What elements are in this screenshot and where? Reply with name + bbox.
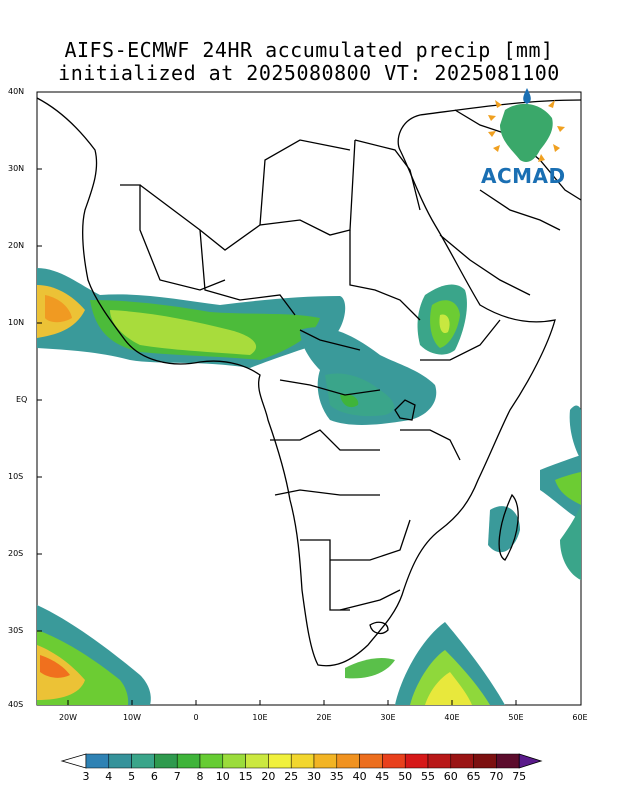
colorbar-swatch (473, 753, 497, 769)
colorbar-tick-label: 60 (443, 770, 458, 783)
colorbar-tick-label: 15 (238, 770, 253, 783)
colorbar-tick-label: 30 (307, 770, 321, 783)
acmad-logo (488, 88, 565, 162)
colorbar-tick-label: 4 (105, 770, 113, 783)
lon-label: 50E (508, 713, 524, 722)
lon-label: 30E (380, 713, 396, 722)
sun-rays-icon (488, 100, 565, 162)
colorbar-swatch (199, 753, 224, 769)
colorbar-tick-label: 70 (489, 770, 504, 783)
colorbar-tick-label: 35 (329, 770, 344, 783)
lon-label: 20E (316, 713, 332, 722)
colorbar-tick-label: 55 (421, 770, 435, 783)
colorbar-swatch (404, 753, 429, 769)
colorbar-swatch (336, 753, 360, 769)
lat-label: 20S (8, 549, 24, 558)
colorbar-tick-label: 20 (261, 770, 276, 783)
colorbar-tick-label: 45 (375, 770, 390, 783)
colorbar-swatch (108, 753, 132, 769)
lon-label: 0 (193, 713, 199, 722)
raindrop-icon (523, 88, 531, 104)
colorbar-swatch (154, 753, 178, 769)
lat-label: 30N (8, 164, 25, 173)
colorbar-tick-label: 8 (196, 770, 204, 783)
colorbar-swatch (382, 753, 406, 769)
lat-label: EQ (16, 395, 28, 404)
map-frame (36, 91, 582, 706)
lon-label: 60E (572, 713, 588, 722)
lat-label: 10N (8, 318, 25, 327)
colorbar-tick-label: 75 (512, 770, 527, 783)
colorbar-tick-label: 6 (150, 770, 158, 783)
lat-label: 30S (8, 626, 24, 635)
coastlines (36, 97, 582, 667)
lon-label: 40E (444, 713, 460, 722)
colorbar (60, 753, 543, 769)
axis-ticks (37, 91, 517, 705)
colorbar-swatch (290, 753, 315, 769)
colorbar-swatch (359, 753, 383, 769)
colorbar-swatch (245, 753, 269, 769)
colorbar-swatch (176, 753, 201, 769)
colorbar-swatch (450, 753, 474, 769)
lat-label: 40S (8, 700, 24, 709)
colorbar-tick-label: 7 (173, 770, 181, 783)
colorbar-swatch (313, 753, 338, 769)
colorbar-tick-label: 5 (128, 770, 136, 783)
colorbar-swatch (496, 753, 520, 769)
lon-label: 20W (58, 713, 78, 722)
title-line-1: AIFS-ECMWF 24HR accumulated precip [mm] (64, 38, 554, 62)
acmad-logo-text: ACMAD (481, 164, 566, 188)
lat-label: 20N (8, 241, 25, 250)
title-line-2: initialized at 2025080800 VT: 2025081100 (58, 61, 560, 85)
colorbar-swatch (85, 753, 110, 769)
lat-label: 40N (8, 87, 25, 96)
colorbar-tick-label: 3 (82, 770, 90, 783)
lat-label: 10S (8, 472, 24, 481)
lon-label: 10W (122, 713, 142, 722)
colorbar-swatch (427, 753, 452, 769)
africa-logo-icon (500, 103, 553, 162)
precip-field (37, 268, 581, 705)
lon-label: 10E (252, 713, 268, 722)
colorbar-swatch (131, 753, 155, 769)
colorbar-tick-label: 50 (398, 770, 413, 783)
colorbar-high-arrow (518, 753, 543, 769)
colorbar-swatch (268, 753, 292, 769)
colorbar-low-arrow (60, 753, 87, 769)
colorbar-swatch (222, 753, 246, 769)
colorbar-tick-label: 25 (284, 770, 299, 783)
colorbar-tick-label: 10 (215, 770, 230, 783)
colorbar-tick-label: 65 (466, 770, 481, 783)
colorbar-tick-label: 40 (352, 770, 367, 783)
